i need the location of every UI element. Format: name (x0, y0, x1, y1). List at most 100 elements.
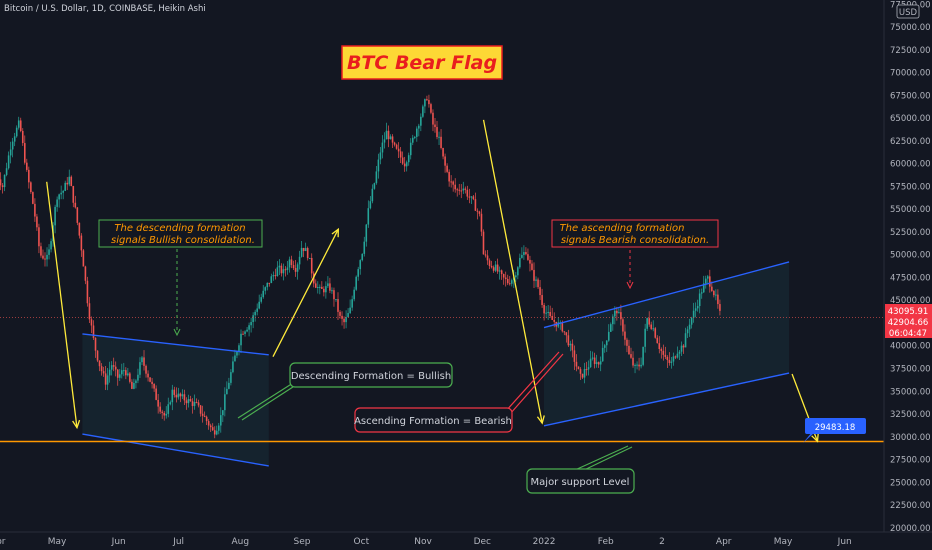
y-tick-label: 50000.00 (890, 251, 931, 261)
candle-body (32, 192, 34, 204)
y-tick-label: 55000.00 (890, 205, 931, 215)
projection-arrow[interactable] (272, 228, 339, 357)
y-tick-label: 67500.00 (890, 91, 931, 101)
candle-body (250, 322, 252, 326)
candle-body (411, 137, 414, 143)
candle-body (547, 311, 549, 313)
candle-body (545, 312, 547, 314)
candle-body (383, 139, 386, 143)
time-axis[interactable]: Apr May Jun Jul Aug Sep Oct Nov Dec 2022 Feb 2 Apr Ma… (0, 537, 852, 547)
candle-body (270, 276, 273, 283)
candle-body (34, 203, 36, 217)
candle-body (711, 286, 713, 291)
candle-body (492, 267, 495, 271)
projection-arrow-head (811, 433, 819, 443)
candle-body (76, 207, 79, 223)
candle-body (258, 301, 260, 309)
bar-countdown: 06:04:47 (889, 329, 927, 339)
candle-body (484, 254, 487, 256)
support-badge[interactable] (805, 418, 866, 434)
candle-body (276, 267, 279, 277)
support-label-leader-b (579, 446, 633, 473)
candle-body (325, 286, 327, 293)
ascending-label-leader-b (509, 353, 564, 415)
x-tick-label: 2 (659, 537, 665, 547)
candle-body (102, 371, 105, 374)
candle-body (347, 313, 349, 318)
candle-body (517, 267, 519, 276)
candle-body (264, 287, 267, 291)
candle-body (296, 264, 299, 272)
candle-body (529, 259, 531, 264)
candle-body (238, 345, 240, 352)
descending-label: Descending Formation = Bullish (291, 371, 451, 382)
candle-body (670, 361, 673, 363)
ascending-note-line1: The ascending formation (560, 223, 685, 234)
candle-body (407, 155, 410, 163)
candle-body (620, 312, 622, 320)
candle-body (478, 211, 481, 214)
candle-body (1, 185, 4, 188)
y-tick-label: 40000.00 (890, 342, 931, 352)
candle-body (543, 304, 545, 314)
ascending-note-pointer-head (626, 281, 634, 290)
candle-body (314, 283, 317, 288)
y-tick-label: 32500.00 (890, 410, 931, 420)
candle-body (84, 266, 87, 281)
x-tick-label: Jul (172, 537, 184, 547)
current-price-badge[interactable] (885, 304, 932, 338)
candle-body (262, 290, 265, 298)
candle-body (7, 155, 10, 169)
candle-body (373, 183, 376, 189)
projection-arrow[interactable] (482, 119, 543, 424)
candle-body (112, 365, 115, 367)
candle-body (147, 373, 149, 378)
candle-body (288, 259, 291, 268)
candle-body (709, 276, 711, 287)
candle-body (688, 324, 691, 330)
candle-body (153, 384, 155, 389)
x-tick-label: May (48, 537, 67, 547)
currency-box[interactable] (896, 4, 920, 19)
candle-body (715, 294, 717, 296)
candle-body (416, 128, 418, 137)
candle-body (169, 402, 172, 405)
candle-body (418, 125, 420, 129)
candle-body (54, 206, 56, 226)
x-tick-label: Jun (111, 537, 126, 547)
candle-body (612, 316, 614, 325)
candle-body (286, 267, 289, 271)
candle-body (702, 283, 705, 293)
candle-body (125, 370, 127, 376)
candle-body (523, 252, 525, 255)
descending-label-leader-b (241, 384, 297, 421)
ascending-upper-line[interactable] (543, 261, 790, 329)
ascending-lower-line[interactable] (543, 372, 790, 427)
ascending-note-box (551, 219, 719, 248)
y-tick-label: 60000.00 (890, 160, 931, 170)
candle-body (187, 399, 190, 404)
candle-body (525, 252, 527, 255)
candle-body (508, 283, 511, 285)
descending-lower-line[interactable] (82, 433, 269, 467)
projection-arrow[interactable] (46, 181, 78, 428)
candle-body (104, 373, 107, 385)
candle-body (638, 364, 640, 367)
candle-body (393, 142, 396, 145)
x-tick-label: Apr (0, 537, 6, 547)
candle-body (0, 179, 2, 186)
y-tick-label: 27500.00 (890, 456, 931, 466)
candle-body (717, 294, 719, 305)
candle-body (189, 399, 192, 402)
descending-upper-line[interactable] (82, 333, 269, 356)
candle-body (470, 196, 473, 198)
candle-body (498, 270, 501, 272)
candle-body (118, 374, 121, 378)
candle-body (430, 104, 432, 113)
candle-body (381, 142, 384, 153)
x-tick-label: 2022 (533, 537, 556, 547)
candle-body (672, 356, 675, 362)
candle-body (167, 404, 170, 414)
candle-body (300, 247, 303, 257)
